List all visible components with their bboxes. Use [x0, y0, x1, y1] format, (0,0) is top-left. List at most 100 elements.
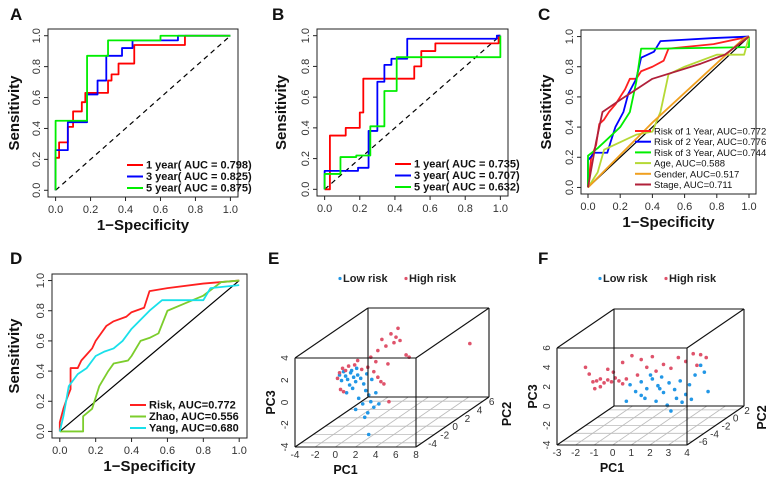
y-tick-label: 1.0 [31, 28, 43, 43]
legend-entry: 3 year( AUC = 0.707) [414, 170, 520, 182]
plot-frame [316, 28, 509, 197]
x-tick-label: 0.8 [188, 204, 203, 216]
data-point-high-risk [343, 368, 348, 373]
data-point-low-risk [366, 432, 371, 437]
x-tick-label: 0.6 [677, 201, 692, 213]
data-point-high-risk [669, 366, 673, 371]
y-tick-label: 0.0 [31, 183, 43, 198]
pc1-tick-label: -4 [291, 450, 300, 461]
roc-chart-c: C 0.0 0.2 0.4 0.6 0.8 1.0 0.0 0.2 0.4 0.6 0.8 1.0 1−S… [538, 5, 766, 231]
data-point-high-risk [605, 367, 610, 372]
data-point-high-risk [386, 362, 390, 366]
data-point-low-risk [643, 396, 647, 401]
data-point-low-risk [678, 379, 683, 383]
pc3-tick-label: 4 [542, 364, 553, 370]
data-point-high-risk [591, 380, 595, 384]
data-point-low-risk [650, 377, 655, 381]
y-axis-label: Sensitivity [273, 74, 290, 150]
pc1-tick-label: 2 [647, 448, 653, 459]
data-point-low-risk [339, 378, 344, 383]
data-point-high-risk [468, 341, 472, 346]
pc3-tick-label: 2 [280, 377, 291, 383]
pc2-tick-label: 2 [744, 406, 750, 417]
data-point-high-risk [598, 377, 603, 381]
data-point-high-risk [602, 381, 606, 385]
y-tick-label: 0.2 [564, 150, 576, 165]
data-point-low-risk [358, 376, 363, 381]
x-tick-label: 0.8 [458, 203, 473, 215]
pc1-tick-label: -2 [571, 448, 580, 459]
y-axis-label: Sensitivity [6, 75, 23, 151]
legend-entry: High risk [409, 273, 457, 285]
legend-entry: High risk [669, 273, 717, 285]
x-tick-label: 1.0 [493, 203, 508, 215]
y-tick-label: 0.8 [300, 59, 312, 74]
y-tick-label: 1.0 [35, 273, 47, 288]
y-tick-label: 0.0 [35, 424, 47, 439]
x-tick-label: 0.2 [613, 201, 628, 213]
data-point-high-risk [644, 365, 649, 370]
pc3-axis-label: PC3 [526, 384, 540, 408]
data-point-low-risk [349, 368, 354, 373]
pca-3d-scatter-f: F-3 -2 -1 0 1 2 3 4-4-20246-6-4-202PC1PC3PC2Low… [526, 249, 769, 475]
legend-entry: 1 year( AUC = 0.735) [414, 159, 520, 171]
plot-frame [51, 273, 248, 439]
data-point-high-risk [594, 379, 599, 383]
box-edge [686, 405, 745, 446]
legend-entry: Low risk [603, 273, 649, 285]
data-point-high-risk [346, 364, 351, 368]
x-tick-label: 0.0 [580, 201, 595, 213]
floor-grid-line [375, 396, 449, 448]
legend-entry: Age, AUC=0.588 [654, 159, 725, 170]
data-point-low-risk [351, 375, 356, 380]
panel-label: B [272, 5, 284, 24]
roc-curve-3 [587, 36, 750, 188]
x-axis-label: 1−Specificity [97, 217, 190, 234]
legend-entry: Risk of 1 Year, AUC=0.772 [654, 127, 766, 138]
data-point-low-risk [639, 393, 644, 398]
data-point-low-risk [372, 405, 376, 410]
legend-entry: 5 year( AUC = 0.875) [146, 183, 252, 195]
roc-chart-b: B 0.0 0.2 0.4 0.6 0.8 1.0 0.0 0.2 0.4 0.6 0.8 1.0 Sen… [272, 5, 520, 215]
x-tick-label: 1.0 [741, 201, 756, 213]
legend-entry: 5 year( AUC = 0.632) [414, 182, 520, 194]
pc3-tick-label: 2 [542, 384, 553, 390]
data-point-high-risk [389, 332, 393, 336]
y-tick-label: 0.8 [31, 59, 43, 74]
pc3-tick-label: 4 [280, 355, 291, 361]
data-point-high-risk [359, 367, 364, 372]
x-tick-label: 0.0 [48, 204, 63, 216]
legend-marker [664, 276, 668, 281]
legend-entry: Stage, AUC=0.711 [654, 180, 732, 191]
data-point-high-risk [592, 386, 597, 391]
legend-entry: Low risk [343, 273, 389, 285]
x-tick-label: 1.0 [232, 445, 247, 457]
x-tick-label: 0.4 [118, 204, 133, 216]
box-edge [686, 308, 745, 349]
data-point-high-risk [374, 359, 378, 364]
pc3-tick-label: -4 [542, 440, 553, 449]
data-point-high-risk [661, 362, 666, 367]
data-point-high-risk [392, 340, 396, 345]
legend-marker [404, 276, 408, 281]
data-point-low-risk [628, 382, 632, 387]
data-point-low-risk [353, 407, 358, 412]
y-tick-label: 0.2 [31, 152, 43, 167]
pc2-tick-label: -2 [440, 431, 449, 442]
y-tick-label: 0.4 [300, 120, 312, 135]
data-point-high-risk [704, 355, 709, 360]
data-point-high-risk [337, 370, 342, 375]
data-point-high-risk [372, 369, 376, 374]
data-point-high-risk [635, 373, 640, 377]
pc2-tick-label: 0 [452, 422, 458, 433]
legend-entry: Risk, AUC=0.772 [149, 400, 236, 412]
data-point-low-risk [344, 390, 349, 395]
data-point-high-risk [639, 357, 644, 362]
data-point-high-risk [382, 382, 386, 386]
x-tick-label: 0.6 [422, 203, 437, 215]
y-tick-label: 0.6 [31, 90, 43, 105]
data-point-low-risk [356, 396, 361, 401]
data-point-high-risk [609, 380, 614, 384]
data-point-high-risk [617, 379, 621, 383]
